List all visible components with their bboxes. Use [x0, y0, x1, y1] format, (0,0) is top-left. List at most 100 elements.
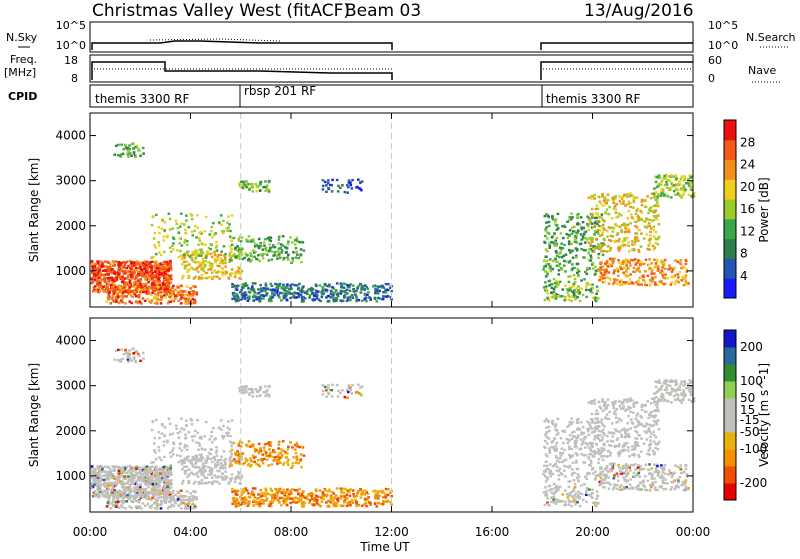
power-cell: [656, 284, 659, 286]
power-cell: [254, 183, 257, 185]
nave-tick-bottom-right: 0: [708, 72, 715, 85]
power-cell: [558, 269, 561, 271]
power-cell: [202, 252, 205, 254]
velocity-cell: [184, 507, 187, 509]
velocity-cell: [300, 458, 303, 460]
power-cell: [99, 290, 102, 292]
power-cell: [568, 234, 571, 236]
power-cell: [153, 244, 156, 246]
power-cell: [176, 249, 179, 251]
power-cell: [169, 292, 172, 294]
power-cell: [144, 300, 147, 302]
power-cell: [349, 181, 352, 183]
power-cell: [169, 218, 172, 220]
power-cell: [125, 285, 128, 287]
power-cell: [556, 228, 559, 230]
power-cell: [260, 290, 263, 292]
power-cell: [650, 197, 653, 199]
power-cell: [132, 296, 135, 298]
power-cell: [635, 281, 638, 283]
velocity-cell: [185, 420, 188, 422]
power-cell: [587, 252, 590, 254]
power-cell: [544, 241, 547, 243]
velocity-cell: [241, 497, 244, 499]
power-cell: [598, 196, 601, 198]
power-cell: [186, 261, 189, 263]
power-cell: [188, 276, 191, 278]
power-cell: [639, 277, 642, 279]
velocity-cell: [258, 465, 261, 467]
velocity-cell: [138, 493, 141, 495]
power-cell: [597, 229, 600, 231]
power-cell: [673, 190, 676, 192]
velocity-cell: [231, 477, 234, 479]
power-cell: [546, 237, 549, 239]
velocity-cell: [195, 441, 198, 443]
power-cell: [271, 285, 274, 287]
power-cell: [657, 204, 660, 206]
power-cell: [649, 238, 652, 240]
power-cell: [573, 267, 576, 269]
velocity-cell: [222, 467, 225, 469]
power-cell: [611, 262, 614, 264]
power-cell: [617, 232, 620, 234]
power-cell: [627, 260, 630, 262]
power-cell: [132, 269, 135, 271]
power-cell: [133, 264, 136, 266]
power-cell: [689, 186, 692, 188]
power-cell: [209, 248, 212, 250]
power-cell: [355, 290, 358, 292]
power-cell: [575, 287, 578, 289]
velocity-cell: [287, 464, 290, 466]
power-cell: [230, 240, 233, 242]
power-cell: [346, 292, 349, 294]
colorbar-tick-label: 4: [740, 269, 748, 283]
power-cell: [644, 270, 647, 272]
velocity-cell: [291, 462, 294, 464]
velocity-cell: [241, 392, 244, 394]
power-cell: [582, 294, 585, 296]
power-cell: [246, 239, 249, 241]
velocity-cell: [266, 497, 269, 499]
power-cell: [172, 227, 175, 229]
velocity-cell: [343, 500, 346, 502]
power-cell: [595, 300, 598, 302]
power-cell: [580, 226, 583, 228]
power-cell: [151, 286, 154, 288]
velocity-cell: [125, 490, 128, 492]
power-cell: [154, 271, 157, 273]
power-cell: [677, 189, 680, 191]
power-cell: [210, 268, 213, 270]
power-cell: [124, 277, 127, 279]
velocity-cell: [234, 481, 237, 483]
power-cell: [181, 263, 184, 265]
power-cell: [224, 253, 227, 255]
velocity-cell: [245, 386, 248, 388]
power-cell: [159, 291, 162, 293]
power-cell: [640, 232, 643, 234]
power-cell: [294, 243, 297, 245]
power-cell: [597, 257, 600, 259]
power-cell: [552, 294, 555, 296]
power-cell: [602, 224, 605, 226]
velocity-cell: [107, 499, 110, 501]
power-cell: [301, 241, 304, 243]
power-cell: [166, 236, 169, 238]
power-cell: [295, 256, 298, 258]
power-cell: [678, 184, 681, 186]
power-cell: [248, 298, 251, 300]
power-cell: [369, 297, 372, 299]
power-cell: [688, 194, 691, 196]
power-cell: [580, 279, 583, 281]
power-cell: [577, 230, 580, 232]
power-cell: [184, 294, 187, 296]
power-cell: [367, 291, 370, 293]
velocity-cell: [166, 466, 169, 468]
power-cell: [571, 291, 574, 293]
velocity-cell: [194, 491, 197, 493]
power-cell: [287, 259, 290, 261]
power-cell: [297, 296, 300, 298]
power-cell: [601, 245, 604, 247]
power-cell: [590, 197, 593, 199]
